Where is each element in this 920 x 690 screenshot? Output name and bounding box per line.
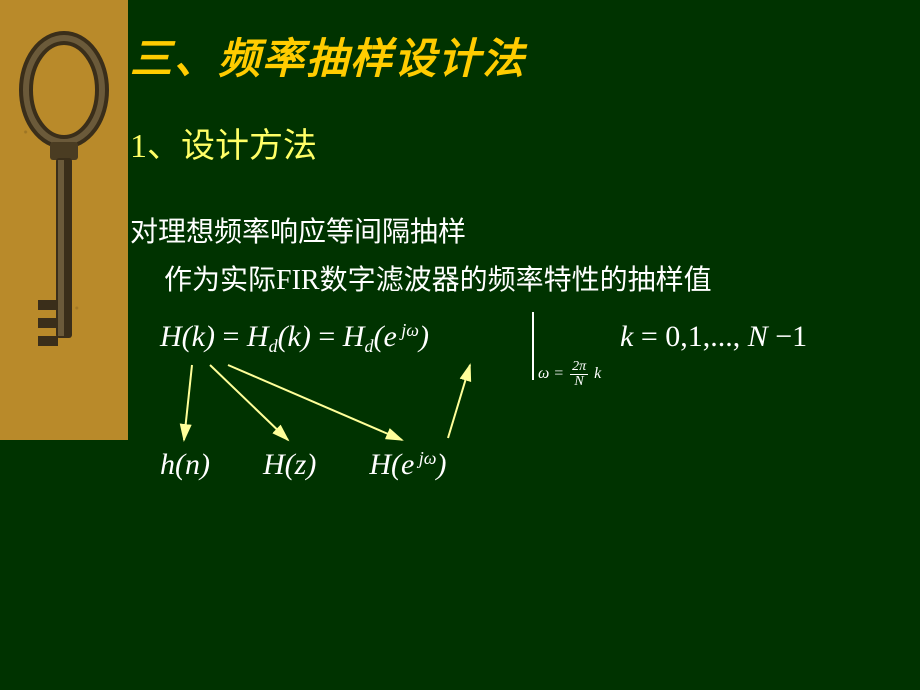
body-line-1: 对理想频率响应等间隔抽样 xyxy=(130,210,466,250)
math-Hz: H(z) xyxy=(263,448,316,481)
antique-key-icon xyxy=(0,0,128,440)
body-line-2: 作为实际FIR数字滤波器的频率特性的抽样值 xyxy=(164,258,712,298)
omega-fraction: 2π N xyxy=(570,360,588,389)
math-block: H(k) = Hd(k) = Hd(e jω) ω = 2π N k k = 0… xyxy=(160,320,880,500)
section-heading: 1、设计方法 xyxy=(130,118,317,167)
slide-title: 三、频率抽样设计法 xyxy=(130,25,526,86)
frac-num: 2π xyxy=(570,360,588,375)
math-hn: h(n) xyxy=(160,448,210,481)
key-image-strip xyxy=(0,0,128,440)
frac-den: N xyxy=(570,375,588,389)
derivation-arrows xyxy=(160,320,560,460)
slide: 三、频率抽样设计法 1、设计方法 对理想频率响应等间隔抽样 作为实际FIR数字滤… xyxy=(0,0,920,690)
k-range: k = 0,1,..., N −1 xyxy=(620,320,807,354)
math-Hejw: H(e jω) xyxy=(369,448,446,481)
equation-bottom: h(n) H(z) H(e jω) xyxy=(160,448,447,482)
omega-after: k xyxy=(594,365,601,382)
